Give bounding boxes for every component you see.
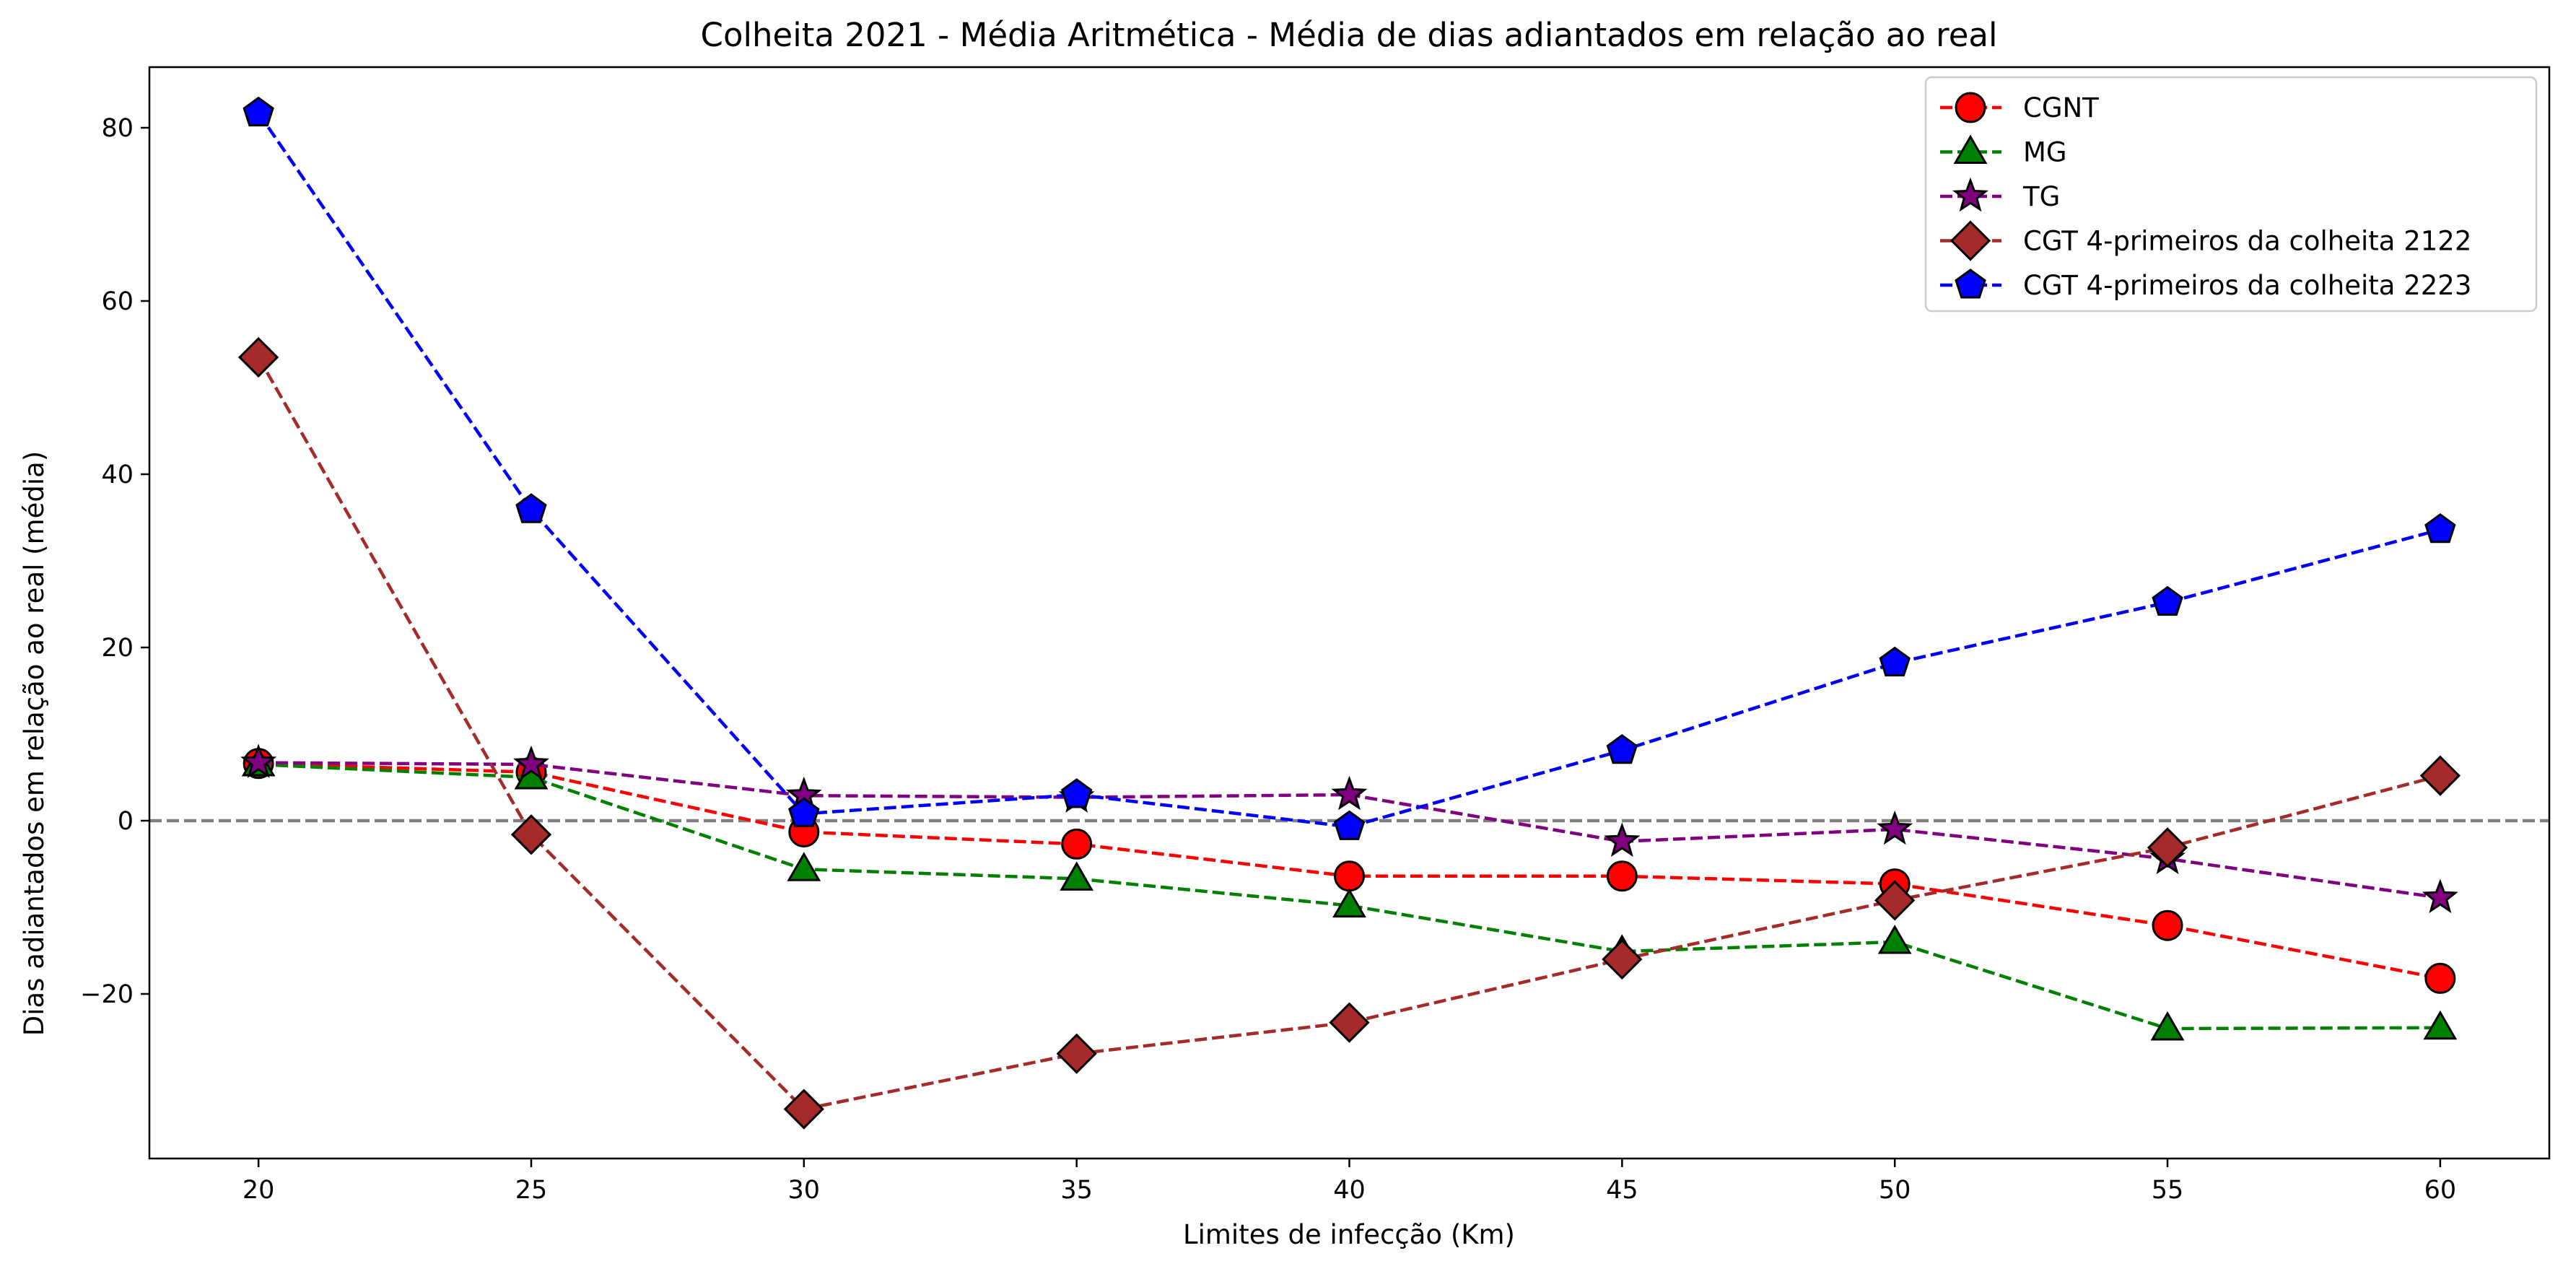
data-point — [2424, 512, 2456, 544]
data-point — [515, 493, 547, 523]
data-point — [237, 336, 279, 378]
data-point — [1879, 646, 1911, 677]
x-tick-label: 35 — [1060, 1176, 1093, 1205]
series-4 — [243, 96, 2456, 840]
data-point — [1606, 860, 1638, 892]
data-point — [2423, 1010, 2458, 1040]
data-point — [1606, 733, 1638, 764]
data-point — [513, 745, 549, 780]
legend-item: CGNT — [1940, 92, 2099, 123]
legend-label: TG — [2022, 181, 2060, 212]
data-point — [1332, 888, 1366, 918]
data-point — [240, 743, 277, 778]
data-point — [787, 852, 821, 881]
y-tick-label: 60 — [101, 287, 134, 316]
legend-marker — [1952, 177, 1988, 212]
plot-area — [149, 96, 2549, 1130]
x-axis-label: Limites de infecção (Km) — [1183, 1219, 1515, 1250]
data-point — [2152, 585, 2183, 616]
x-tick-label: 25 — [515, 1176, 548, 1205]
legend-label: MG — [2023, 137, 2067, 168]
x-tick-label: 60 — [2424, 1176, 2457, 1205]
data-point — [2150, 1011, 2185, 1041]
x-tick-label: 45 — [1606, 1176, 1638, 1205]
x-tick-label: 20 — [243, 1176, 275, 1205]
data-point — [510, 814, 552, 855]
y-tick-label: 40 — [101, 461, 134, 489]
data-point — [1333, 810, 1366, 840]
legend-item: MG — [1940, 134, 2067, 168]
data-point — [1334, 860, 1365, 892]
data-point — [1604, 822, 1641, 858]
data-point — [1060, 861, 1093, 891]
data-point — [2422, 878, 2458, 914]
y-tick-label: −20 — [80, 980, 134, 1009]
x-tick-label: 40 — [1333, 1176, 1366, 1205]
data-point — [1874, 880, 1916, 921]
legend-marker — [1955, 92, 1986, 123]
legend-label: CGT 4-primeiros da colheita 2122 — [2023, 226, 2471, 257]
legend-marker — [1950, 220, 1991, 261]
data-point — [1602, 938, 1643, 980]
x-tick-label: 30 — [788, 1176, 821, 1205]
series-3 — [237, 336, 2461, 1130]
chart-title: Colheita 2021 - Média Aritmética - Média… — [701, 16, 1998, 54]
data-point — [2152, 909, 2183, 941]
data-point — [1877, 925, 1912, 954]
data-point — [2147, 827, 2188, 868]
data-point — [788, 797, 820, 827]
y-tick-label: 80 — [101, 114, 134, 143]
data-point — [1877, 810, 1913, 845]
x-tick-label: 50 — [1879, 1176, 1911, 1205]
y-axis-label: Dias adiantados em relação ao real (médi… — [19, 451, 50, 1037]
y-tick-label: 0 — [118, 807, 134, 836]
legend-item: CGT 4-primeiros da colheita 2122 — [1940, 220, 2471, 261]
legend-marker — [1953, 134, 1988, 164]
data-point — [1056, 1033, 1097, 1074]
legend-item: TG — [1940, 177, 2060, 212]
data-point — [1329, 1002, 1370, 1043]
legend-box — [1924, 76, 2538, 313]
series-line — [257, 356, 2441, 1112]
data-point — [2419, 755, 2461, 796]
legend: CGNT MG TG CGT 4-primeiros da colheita 2122… — [1924, 76, 2538, 313]
data-point — [243, 96, 274, 127]
data-point — [1060, 778, 1093, 808]
legend-label: CGT 4-primeiros da colheita 2223 — [2023, 270, 2471, 301]
legend-item: CGT 4-primeiros da colheita 2223 — [1940, 269, 2471, 301]
data-point — [1061, 828, 1093, 860]
x-tick-label: 55 — [2152, 1176, 2184, 1205]
y-tick-label: 20 — [101, 634, 134, 663]
legend-marker — [1955, 269, 1986, 299]
series-line — [258, 762, 2440, 1031]
data-point — [1331, 775, 1368, 811]
axes: 20 25 30 35 40 45 50 55 60 −20 0 20 40 60 80 — [80, 66, 2551, 1205]
legend-label: CGNT — [2023, 92, 2099, 123]
data-point — [783, 1088, 824, 1130]
data-point — [2424, 962, 2456, 994]
